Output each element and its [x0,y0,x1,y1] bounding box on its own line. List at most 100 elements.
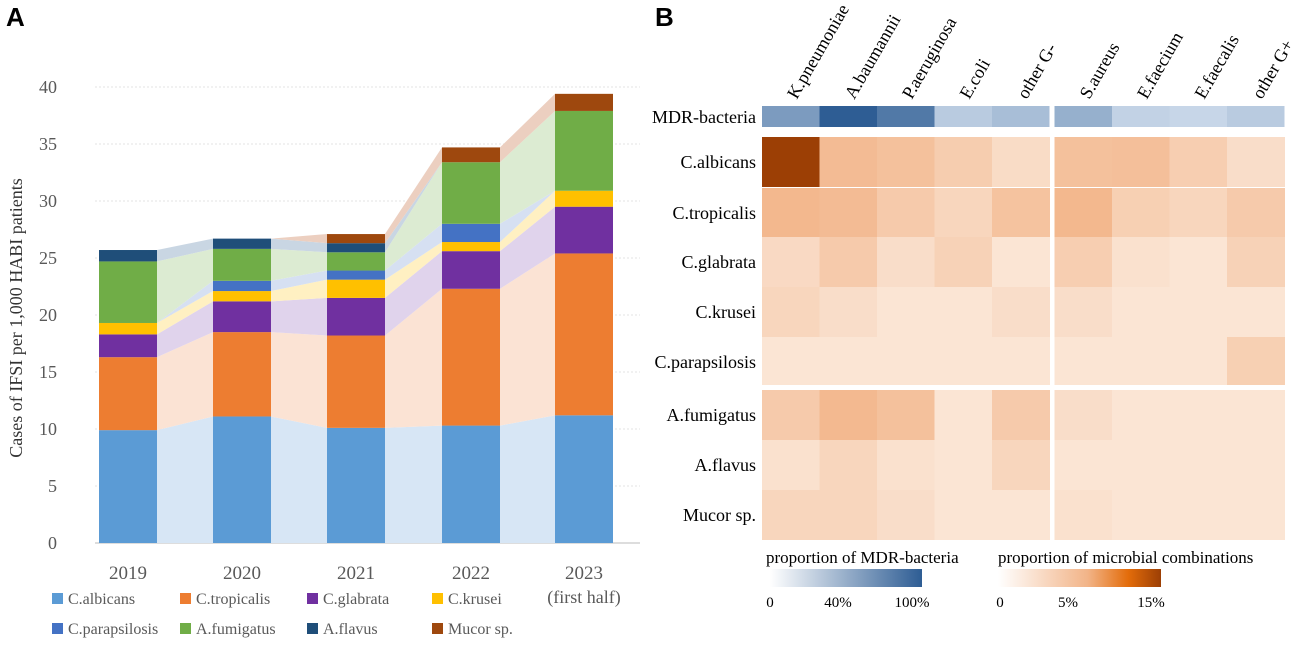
heatmap-cell-A.fumigatus-A.baumannii [819,390,878,440]
heatmap-cell-C.parapsilosis-E.faecium [1112,337,1170,387]
bar-c-albicans-2023 [555,415,613,543]
row-label-mdr: MDR-bacteria [652,107,756,127]
bar-a-fumigatus-2020 [213,248,271,281]
bar-a-fumigatus-2022 [442,162,500,224]
bar-c-parapsilosis-2021 [327,270,385,280]
colorbar-mdr [770,569,922,587]
column-label: E.faecalis [1190,31,1243,102]
bar-c-glabrata-2020 [213,301,271,333]
bars [99,93,613,543]
mdr-cell-P.aeruginosa [877,106,935,127]
panel-a-stacked-bar-chart: A 0 5 10 15 20 25 30 35 40 2019 2020 2021 2022 2023 (… [6,2,640,638]
heatmap-cell-C.albicans-E.faecalis [1169,137,1228,187]
colorbar-mdr-tick: 0 [766,595,774,611]
bar-c-krusei-2022 [442,242,500,252]
bar-a-flavus-2020 [213,238,271,249]
band-c-glabrata [157,301,213,358]
legend-label: C.tropicalis [196,591,270,608]
heatmap-cell-C.glabrata-K.pneumoniae [762,237,820,287]
bar-c-parapsilosis-2020 [213,280,271,292]
y-tick-label: 35 [39,134,57,154]
x-tick-label: 2022 [452,563,490,584]
row-label: A.fumigatus [667,405,757,425]
heatmap-cell-A.fumigatus-E.faecalis [1169,390,1228,440]
legend-label: C.krusei [448,591,502,608]
band-c-glabrata [385,251,442,336]
heatmap-cell-Mucor sp.-P.aeruginosa [877,490,935,540]
heatmap-cell-Mucor sp.-other G+ [1227,490,1285,540]
legend-swatch-a-fumigatus [180,623,191,634]
band-c-tropicalis [385,288,442,428]
heatmap-cell-C.glabrata-E.coli [934,237,993,287]
band-a-flavus [385,162,442,253]
heatmap-cell-C.glabrata-A.baumannii [819,237,878,287]
mdr-cell-E.faecalis [1169,106,1227,127]
band-c-parapsilosis [500,190,555,243]
bar-a-flavus-2019 [99,250,157,262]
band-c-krusei [271,279,327,302]
y-tick-label: 25 [39,248,57,268]
heatmap-cell-C.krusei-P.aeruginosa [877,287,935,337]
bar-c-glabrata-2023 [555,206,613,254]
heatmap-cell-A.flavus-other G+ [1227,440,1285,490]
heatmap-cell-A.flavus-E.faecium [1112,440,1170,490]
x-tick-label: 2019 [109,563,147,584]
colorbar-combo-tick: 0 [996,595,1004,611]
heatmap-cell-Mucor sp.-S.aureus [1054,490,1113,540]
y-tick-label: 15 [39,362,57,382]
heatmap-cell-C.krusei-E.faecalis [1169,287,1228,337]
band-c-krusei [500,190,555,252]
colorbar-combo-tick: 5% [1058,595,1078,611]
colorbars: proportion of MDR-bacteria proportion of … [766,548,1253,611]
heatmap-cell-C.parapsilosis-A.baumannii [819,337,878,387]
heatmap-cell-C.albicans-P.aeruginosa [877,137,935,187]
band-a-flavus [157,238,213,262]
panel-a-label: A [6,2,25,32]
column-label: other G+ [1248,36,1298,102]
row-label: C.parapsilosis [655,352,757,372]
band-c-albicans [385,425,442,543]
band-c-albicans [500,415,555,543]
heatmap-cell-C.albicans-E.coli [934,137,993,187]
y-tick-labels: 0 5 10 15 20 25 30 35 40 [39,77,57,553]
mdr-cell-E.faecium [1112,106,1170,127]
legend: C.albicans C.tropicalis C.glabrata C.krusei… [52,591,513,638]
heatmap-cell-Mucor sp.-E.coli [934,490,993,540]
legend-label: C.albicans [68,591,135,608]
heatmap-cell-C.tropicalis-E.coli [934,188,993,238]
row-label: A.flavus [695,455,757,475]
legend-swatch-c-tropicalis [180,593,191,604]
bar-c-parapsilosis-2022 [442,223,500,243]
band-c-glabrata [271,297,327,336]
row-separator [762,385,1292,389]
heatmap-cell-A.fumigatus-E.coli [934,390,993,440]
heatmap-cell-C.glabrata-other G+ [1227,237,1285,287]
colorbar-combo [998,569,1161,587]
y-tick-label: 30 [39,191,57,211]
heatmap-cells [762,106,1292,546]
band-a-fumigatus [500,110,555,224]
band-c-tropicalis [271,332,327,428]
heatmap-cell-A.flavus-P.aeruginosa [877,440,935,490]
mdr-cell-K.pneumoniae [762,106,820,127]
colorbar-mdr-tick: 100% [895,595,930,611]
heatmap-cell-C.tropicalis-P.aeruginosa [877,188,935,238]
column-labels: K.pneumoniaeA.baumanniiP.aeruginosaE.col… [783,1,1298,102]
bar-c-krusei-2020 [213,291,271,302]
legend-label: A.fumigatus [196,621,276,638]
heatmap-cell-A.flavus-K.pneumoniae [762,440,820,490]
heatmap-cell-A.flavus-E.coli [934,440,993,490]
heatmap-cell-C.glabrata-S.aureus [1054,237,1113,287]
row-labels: MDR-bacteria C.albicans C.tropicalis C.glab… [652,107,756,525]
bar-c-krusei-2021 [327,279,385,298]
heatmap-cell-C.albicans-A.baumannii [819,137,878,187]
bar-c-albicans-2021 [327,427,385,543]
heatmap-cell-A.fumigatus-other G- [992,390,1050,440]
heatmap-cell-A.fumigatus-S.aureus [1054,390,1113,440]
heatmap-cell-Mucor sp.-E.faecium [1112,490,1170,540]
band-c-parapsilosis [157,280,213,323]
bar-mucor-sp--2022 [442,147,500,163]
heatmap-cell-Mucor sp.-E.faecalis [1169,490,1228,540]
legend-swatch-c-glabrata [307,593,318,604]
band-c-albicans [271,416,327,543]
